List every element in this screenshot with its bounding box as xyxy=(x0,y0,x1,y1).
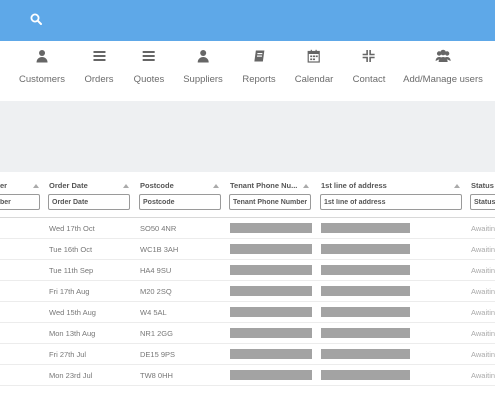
table-row[interactable]: Fri 27th Jul DE15 9PS Awaitin xyxy=(0,344,495,365)
column-header-address[interactable]: 1st line of address xyxy=(321,181,387,190)
postcode-cell: WC1B 3AH xyxy=(140,245,179,254)
status-cell: Awaitin xyxy=(471,308,495,317)
table-row[interactable]: Fri 17th Aug M20 2SQ Awaitin xyxy=(0,281,495,302)
redacted-address xyxy=(321,265,410,275)
table-row[interactable]: Wed 15th Aug W4 5AL Awaitin xyxy=(0,302,495,323)
users-icon xyxy=(435,49,451,62)
status-cell: Awaitin xyxy=(471,266,495,275)
nav-label: Quotes xyxy=(133,74,165,85)
table-row[interactable]: Tue 16th Oct WC1B 3AH Awaitin xyxy=(0,239,495,260)
nav-label: Calendar xyxy=(294,74,334,85)
postcode-cell: SO50 4NR xyxy=(140,224,177,233)
order-date-cell: Tue 11th Sep xyxy=(49,266,94,275)
redacted-phone xyxy=(230,307,312,317)
sort-icon[interactable] xyxy=(454,184,460,188)
nav-item-orders[interactable]: Orders xyxy=(84,49,114,87)
sort-icon[interactable] xyxy=(303,184,309,188)
nav-item-add-manage-users[interactable]: Add/Manage users xyxy=(403,49,483,87)
column-header-tenant-phone[interactable]: Tenant Phone Nu... xyxy=(230,181,298,190)
nav-label: Add/Manage users xyxy=(403,74,483,85)
table-row[interactable]: Wed 17th Oct SO50 4NR Awaitin xyxy=(0,218,495,239)
nav-label: Customers xyxy=(19,74,65,85)
nav-item-contact[interactable]: Contact xyxy=(352,49,386,87)
redacted-phone xyxy=(230,328,312,338)
sort-icon[interactable] xyxy=(33,184,39,188)
sort-icon[interactable] xyxy=(123,184,129,188)
postcode-cell: HA4 9SU xyxy=(140,266,172,275)
filter-tenant-phone[interactable] xyxy=(229,194,311,210)
filter-postcode[interactable] xyxy=(139,194,221,210)
redacted-address xyxy=(321,349,410,359)
column-header-postcode[interactable]: Postcode xyxy=(140,181,174,190)
filter-order-date[interactable] xyxy=(48,194,130,210)
calendar-icon xyxy=(307,49,321,63)
status-cell: Awaitin xyxy=(471,371,495,380)
postcode-cell: DE15 9PS xyxy=(140,350,176,359)
column-header[interactable]: er xyxy=(0,181,8,190)
nav-label: Orders xyxy=(84,74,114,85)
order-date-cell: Wed 15th Aug xyxy=(49,308,96,317)
order-date-cell: Mon 23rd Jul xyxy=(49,371,93,380)
postcode-cell: M20 2SQ xyxy=(140,287,172,296)
redacted-phone xyxy=(230,349,312,359)
nav-item-quotes[interactable]: Quotes xyxy=(133,49,165,87)
nav-item-customers[interactable]: Customers xyxy=(19,49,65,87)
redacted-phone xyxy=(230,286,312,296)
table-row[interactable]: Mon 13th Aug NR1 2GG Awaitin xyxy=(0,323,495,344)
postcode-cell: NR1 2GG xyxy=(140,329,173,338)
sort-icon[interactable] xyxy=(213,184,219,188)
table-row[interactable]: Mon 23rd Jul TW8 0HH Awaitin xyxy=(0,365,495,386)
column-header-order-date[interactable]: Order Date xyxy=(49,181,88,190)
list-icon xyxy=(92,51,105,61)
filter-input[interactable] xyxy=(0,194,40,210)
status-cell: Awaitin xyxy=(471,350,495,359)
compress-icon xyxy=(363,50,375,62)
postcode-cell: W4 5AL xyxy=(140,308,167,317)
list-icon xyxy=(142,51,155,61)
nav-item-calendar[interactable]: Calendar xyxy=(294,49,334,87)
redacted-address xyxy=(321,223,410,233)
nav-item-reports[interactable]: Reports xyxy=(242,49,276,87)
user-icon xyxy=(36,50,48,63)
postcode-cell: TW8 0HH xyxy=(140,371,173,380)
search-icon[interactable] xyxy=(30,13,42,25)
order-date-cell: Fri 27th Jul xyxy=(49,350,87,359)
redacted-address xyxy=(321,244,410,254)
redacted-phone xyxy=(230,370,312,380)
nav-label: Contact xyxy=(352,74,386,85)
status-cell: Awaitin xyxy=(471,329,495,338)
redacted-address xyxy=(321,370,410,380)
redacted-phone xyxy=(230,244,312,254)
page-header-band xyxy=(0,101,495,172)
status-cell: Awaitin xyxy=(471,224,495,233)
top-bar xyxy=(0,0,495,41)
nav-label: Reports xyxy=(242,74,276,85)
redacted-address xyxy=(321,307,410,317)
main-nav: Customers Orders Quotes Suppliers Report… xyxy=(0,41,495,101)
status-cell: Awaitin xyxy=(471,245,495,254)
nav-label: Suppliers xyxy=(183,74,223,85)
redacted-address xyxy=(321,328,410,338)
redacted-address xyxy=(321,286,410,296)
status-cell: Awaitin xyxy=(471,287,495,296)
column-header-status[interactable]: Status xyxy=(471,181,494,190)
book-icon xyxy=(253,50,264,62)
filter-address[interactable] xyxy=(320,194,462,210)
order-date-cell: Tue 16th Oct xyxy=(49,245,93,254)
user-icon xyxy=(197,50,209,63)
order-date-cell: Wed 17th Oct xyxy=(49,224,95,233)
redacted-phone xyxy=(230,223,312,233)
filter-status[interactable] xyxy=(470,194,495,210)
header-divider xyxy=(0,217,495,218)
order-date-cell: Fri 17th Aug xyxy=(49,287,90,296)
order-date-cell: Mon 13th Aug xyxy=(49,329,96,338)
redacted-phone xyxy=(230,265,312,275)
table-row[interactable]: Tue 11th Sep HA4 9SU Awaitin xyxy=(0,260,495,281)
nav-item-suppliers[interactable]: Suppliers xyxy=(183,49,223,87)
